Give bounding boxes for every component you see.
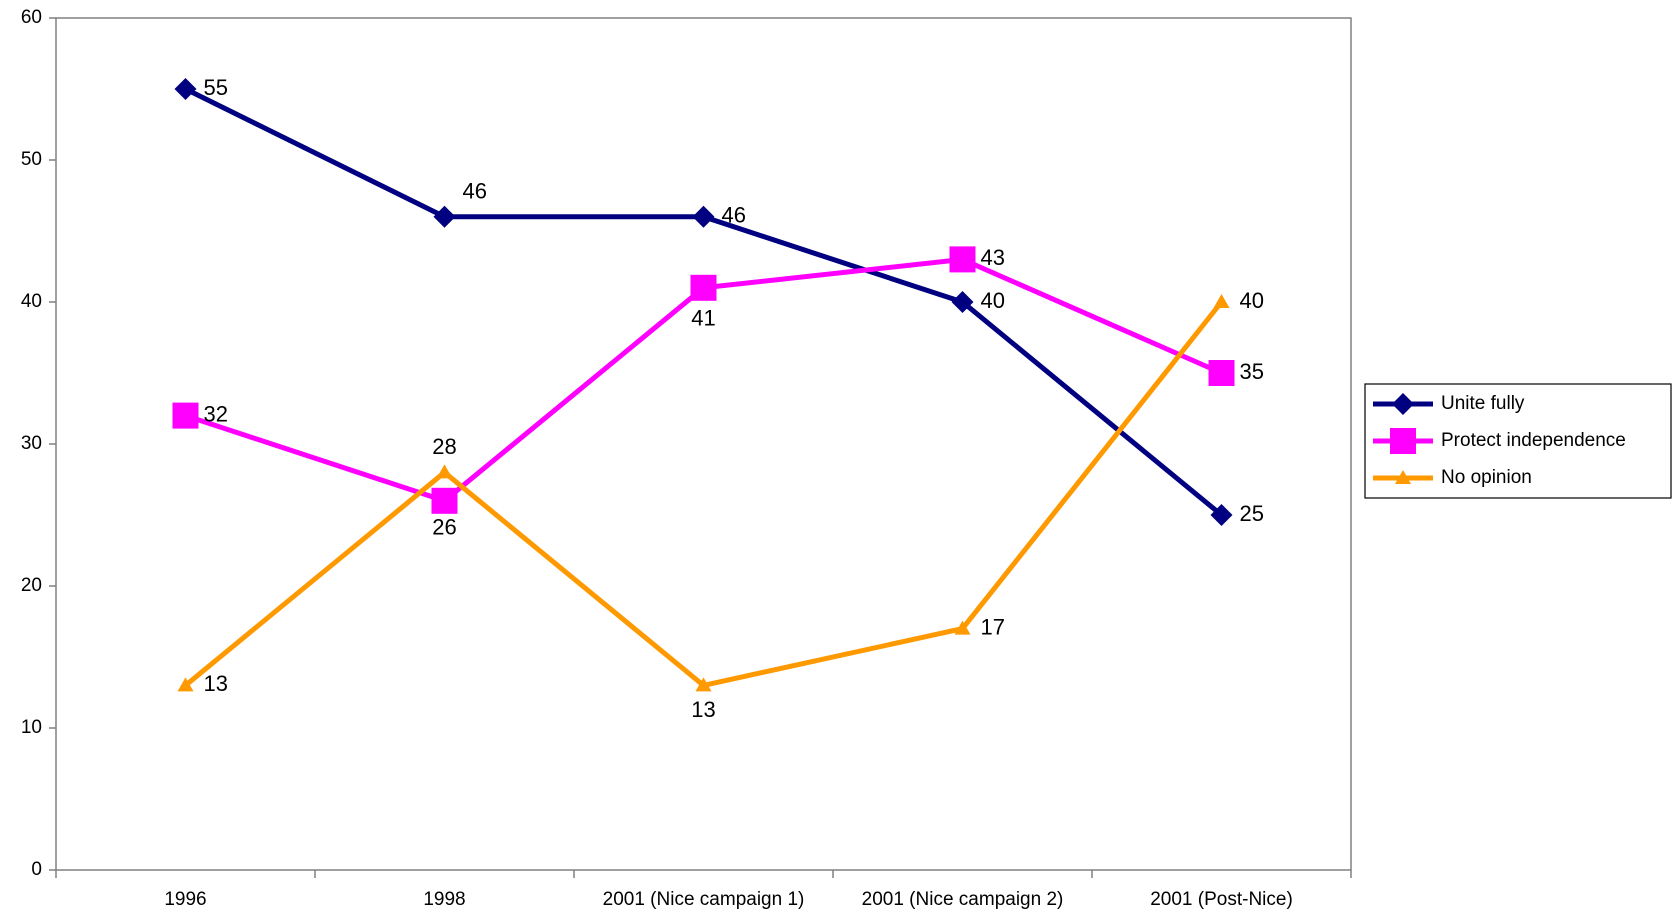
data-label: 46: [463, 179, 487, 204]
point-marker: [690, 274, 717, 301]
data-label: 32: [204, 401, 228, 426]
y-tick-label: 10: [21, 717, 42, 738]
point-marker: [177, 677, 194, 692]
point-marker: [431, 487, 458, 514]
y-tick-label: 50: [21, 149, 42, 170]
point-marker: [1208, 360, 1235, 386]
point-marker: [433, 205, 456, 228]
plot-area: [55, 17, 1352, 871]
data-label: 28: [432, 434, 456, 459]
series-line: [184, 86, 1224, 517]
point-marker: [174, 78, 197, 100]
point-marker: [1210, 504, 1233, 526]
data-label: 43: [981, 245, 1005, 270]
legend-label: No opinion: [1441, 467, 1532, 488]
legend-marker: [1395, 470, 1411, 484]
point-marker: [954, 620, 971, 635]
point-marker: [949, 246, 976, 273]
legend-marker: [1390, 428, 1416, 454]
legend-label: Protect independence: [1441, 430, 1626, 451]
legend-marker: [1392, 393, 1414, 415]
point-marker: [1213, 294, 1230, 308]
point-marker: [172, 402, 199, 429]
y-tick-label: 20: [21, 575, 42, 596]
x-tick-label: 2001 (Post-Nice): [1150, 889, 1293, 910]
data-label: 40: [981, 288, 1005, 313]
y-tick-label: 40: [21, 291, 42, 312]
x-tick-label: 1998: [423, 889, 465, 910]
legend-label: Unite fully: [1441, 393, 1525, 414]
point-marker: [692, 205, 715, 228]
y-tick-label: 30: [21, 433, 42, 454]
y-tick-label: 60: [21, 7, 42, 28]
data-label: 35: [1240, 359, 1264, 384]
data-label: 13: [691, 697, 715, 722]
x-tick-label: 1996: [164, 889, 206, 910]
x-tick-label: 2001 (Nice campaign 2): [862, 889, 1064, 910]
series-line: [183, 300, 1224, 689]
data-label: 25: [1240, 501, 1264, 526]
point-marker: [951, 291, 974, 313]
data-label: 13: [204, 671, 228, 696]
data-label: 26: [432, 515, 456, 540]
data-label: 46: [722, 203, 746, 228]
x-tick-label: 2001 (Nice campaign 1): [603, 889, 805, 910]
y-tick-label: 0: [31, 859, 42, 880]
point-marker: [436, 464, 453, 479]
data-label: 17: [981, 614, 1005, 639]
data-label: 55: [204, 75, 228, 100]
point-marker: [695, 677, 712, 692]
data-label: 41: [691, 306, 715, 331]
data-label: 40: [1240, 288, 1264, 313]
